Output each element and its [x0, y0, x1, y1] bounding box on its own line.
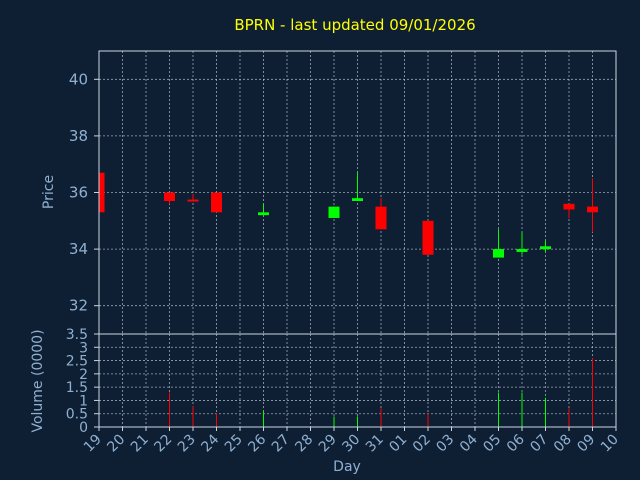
x-tick-label: 31: [363, 432, 387, 456]
candle: [187, 193, 199, 202]
x-tick-label: 01: [386, 432, 410, 456]
candle-body: [187, 199, 199, 202]
candle: [211, 192, 222, 213]
candle: [516, 232, 528, 255]
x-tick-label: 22: [151, 432, 175, 456]
x-tick-label: 10: [598, 432, 622, 456]
x-tick-label: 26: [245, 431, 269, 455]
x-tick-label: 28: [292, 432, 316, 456]
x-tick-label: 27: [269, 432, 293, 456]
x-tick-label: 07: [527, 432, 551, 456]
volume-tick-label: 2.5: [66, 354, 88, 370]
price-tick-label: 32: [69, 297, 88, 315]
x-axis-label: Day: [333, 459, 361, 475]
volume-axis-label: Volume (0000): [30, 329, 46, 432]
candle-body: [587, 206, 598, 213]
x-tick-label: 04: [457, 431, 481, 455]
volume-tick-label: 2: [79, 367, 88, 383]
x-tick-label: 02: [410, 432, 434, 456]
volume-tick-label: 0: [79, 420, 88, 436]
x-tick-label: 23: [175, 432, 199, 456]
x-tick-label: 03: [433, 432, 457, 456]
volume-tick-label: 1.5: [66, 380, 88, 396]
x-tick-label: 21: [128, 432, 152, 456]
candle: [258, 203, 269, 216]
candle-body: [211, 192, 222, 213]
candle-body: [352, 198, 363, 201]
x-tick-label: 25: [222, 432, 246, 456]
candle: [540, 240, 551, 252]
candle-body: [422, 220, 434, 255]
candle-body: [328, 206, 340, 218]
candle-body: [493, 249, 504, 258]
candle-body: [563, 203, 575, 210]
volume-tick-label: 3: [79, 340, 88, 356]
x-tick-label: 08: [551, 432, 575, 456]
candle-body: [99, 172, 105, 213]
x-tick-label: 06: [504, 431, 528, 455]
candle-body: [540, 246, 551, 250]
volume-tick-label: 1: [79, 393, 88, 409]
volume-tick-label: 3.5: [66, 327, 88, 343]
price-tick-label: 34: [69, 240, 88, 258]
x-tick-label: 05: [480, 432, 504, 456]
candle-body: [375, 206, 387, 230]
volume-panel: 00.511.522.533.519 20 21 22 23 24 25 26 27 28 29 30…: [66, 327, 622, 455]
candle: [375, 198, 387, 230]
candle: [328, 206, 340, 218]
chart-title: BPRN - last updated 09/01/2026: [234, 16, 475, 34]
volume-frame: [98, 333, 617, 428]
price-panel: 32 34 36 38 40: [69, 50, 617, 335]
candle: [164, 192, 175, 204]
candle: [98, 172, 105, 213]
candle: [587, 178, 598, 233]
candle: [422, 220, 434, 255]
price-axis-label: Price: [41, 175, 57, 209]
x-tick-label: 24: [198, 431, 222, 455]
candle: [352, 172, 363, 201]
x-tick-label: 29: [316, 432, 340, 456]
x-tick-label: 09: [574, 432, 598, 456]
candle-body: [258, 212, 269, 216]
candle: [563, 203, 575, 218]
price-tick-label: 38: [69, 127, 88, 145]
x-tick-label: 30: [339, 432, 363, 456]
candle-body: [164, 192, 175, 201]
candle: [493, 229, 504, 258]
price-tick-label: 40: [69, 70, 88, 88]
x-tick-label: 20: [104, 432, 128, 456]
candle-body: [516, 249, 528, 252]
volume-tick-label: 0.5: [66, 407, 88, 423]
price-tick-label: 36: [69, 184, 88, 202]
